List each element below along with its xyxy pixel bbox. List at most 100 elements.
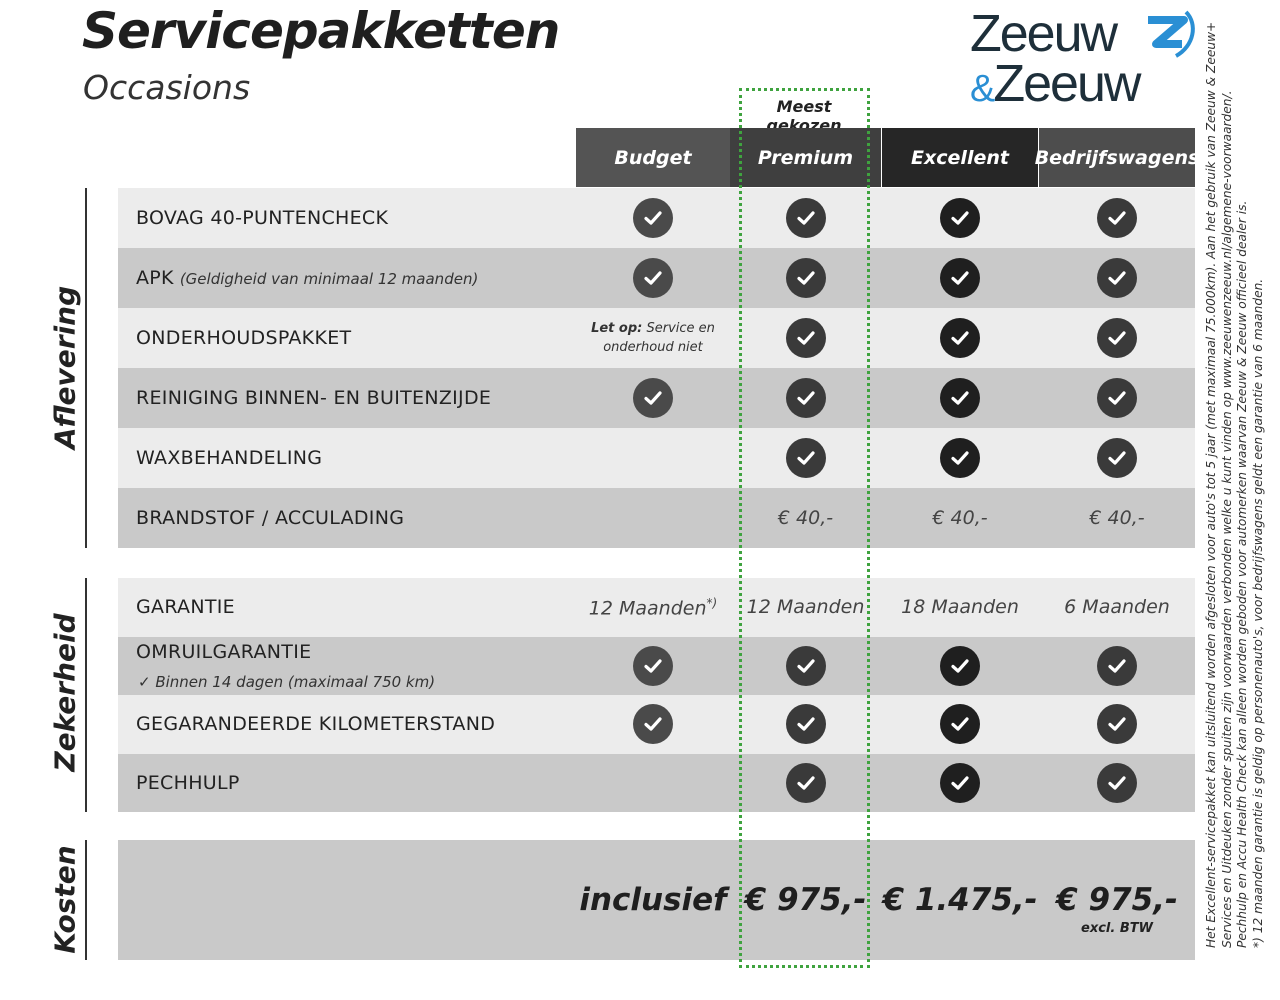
footnote: Het Excellent-servicepakket kan uitsluit… <box>1204 21 1218 948</box>
cell-budget: 12 Maanden*) <box>576 578 730 637</box>
cell-bedrijfswagens <box>1039 754 1195 813</box>
row-label: GEGARANDEERDE KILOMETERSTAND <box>136 713 496 736</box>
check-icon <box>1097 378 1137 418</box>
cell-premium: € 975,- <box>730 840 881 960</box>
check-icon <box>1097 318 1137 358</box>
cell-bedrijfswagens <box>1039 248 1195 308</box>
cell-excellent <box>882 428 1038 488</box>
table-row: PECHHULP <box>118 753 1195 813</box>
cell-value: € 1.475,- <box>882 882 1038 918</box>
check-icon <box>1097 258 1137 298</box>
cell-premium <box>730 308 881 368</box>
row-label: GARANTIE <box>136 596 235 619</box>
section-divider <box>85 578 87 812</box>
check-icon <box>1097 438 1137 478</box>
footnotes: Het Excellent-servicepakket kan uitsluit… <box>1204 21 1266 949</box>
zeeuw-zeeuw-logo: Zeeuw &Zeeuw <box>970 4 1200 114</box>
check-icon <box>785 378 826 418</box>
footnote: Services en Uitdeuken zonder spuiten zij… <box>1219 90 1234 949</box>
column-header-excellent: Excellent <box>882 128 1038 187</box>
cell-value: € 40,- <box>1089 507 1145 529</box>
table-row: BOVAG 40-PUNTENCHECK <box>118 188 1195 248</box>
cell-bedrijfswagens <box>1039 695 1195 754</box>
logo-line1: Zeeuw <box>970 5 1118 63</box>
table-row: GARANTIE 12 Maanden*) 12 Maanden 18 Maanden… <box>118 578 1195 637</box>
cell-bedrijfswagens <box>1039 368 1195 428</box>
table-row: GEGARANDEERDE KILOMETERSTAND <box>118 695 1195 754</box>
row-note: (Geldigheid van minimaal 12 maanden) <box>179 270 479 288</box>
check-icon <box>633 704 673 745</box>
check-icon <box>1097 704 1137 745</box>
row-label: APK (Geldigheid van minimaal 12 maanden) <box>136 267 479 289</box>
table-row: ONDERHOUDSPAKKET Let op: Service en onder… <box>118 308 1195 368</box>
cell-premium <box>730 248 881 308</box>
check-icon <box>940 378 980 418</box>
check-icon <box>1097 198 1137 238</box>
check-icon <box>785 318 826 358</box>
check-icon <box>940 645 980 686</box>
cell-excellent <box>882 695 1038 754</box>
cell-budget <box>576 488 730 548</box>
table-row: OMRUILGARANTIE ✓ Binnen 14 dagen (maximaa… <box>118 636 1195 696</box>
excl-btw-label: excl. BTW <box>1081 921 1153 936</box>
row-label: PECHHULP <box>136 771 240 794</box>
check-icon <box>785 198 826 238</box>
row-label: REINIGING BINNEN- EN BUITENZIJDE <box>136 387 492 409</box>
cell-budget: Let op: Service en onderhoud niet <box>576 308 730 368</box>
section-divider <box>85 840 87 960</box>
cell-premium <box>730 188 881 248</box>
footnote: Pechhulp en Accu Health Check kan alleen… <box>1235 200 1249 948</box>
check-icon <box>1097 645 1137 686</box>
column-header-premium: Premium <box>730 128 881 187</box>
check-icon <box>785 438 826 478</box>
cell-excellent <box>882 248 1038 308</box>
row-label: BRANDSTOF / ACCULADING <box>136 507 405 529</box>
cell-premium <box>730 754 881 813</box>
cell-excellent: 18 Maanden <box>882 578 1038 637</box>
cell-premium <box>730 637 881 696</box>
cell-budget <box>576 368 730 428</box>
cell-premium: 12 Maanden <box>730 578 881 637</box>
cell-note: Let op: Service en onderhoud niet <box>591 321 715 355</box>
cell-bedrijfswagens <box>1039 428 1195 488</box>
cell-excellent <box>882 308 1038 368</box>
cell-bedrijfswagens: € 975,- excl. BTW <box>1039 840 1195 960</box>
check-icon <box>940 318 980 358</box>
check-icon <box>785 645 826 686</box>
column-header-budget: Budget <box>576 128 730 187</box>
cell-excellent: € 40,- <box>882 488 1038 548</box>
table-row: inclusief € 975,- € 1.475,- € 975,- excl. BT… <box>118 840 1195 960</box>
table-row: BRANDSTOF / ACCULADING € 40,- € 40,- € 40,- <box>118 488 1195 548</box>
cell-bedrijfswagens <box>1039 188 1195 248</box>
check-icon <box>633 258 673 298</box>
cell-bedrijfswagens <box>1039 637 1195 696</box>
table-row: APK (Geldigheid van minimaal 12 maanden) <box>118 248 1195 308</box>
column-header-bedrijfswagens: Bedrijfswagens <box>1035 128 1199 187</box>
cell-budget <box>576 754 730 813</box>
check-icon <box>785 704 826 745</box>
cell-excellent <box>882 188 1038 248</box>
cell-value: 18 Maanden <box>901 596 1019 619</box>
check-icon <box>940 258 980 298</box>
cell-bedrijfswagens <box>1039 308 1195 368</box>
cell-budget <box>576 428 730 488</box>
logo-z-mark-icon <box>1148 10 1195 58</box>
cell-excellent: € 1.475,- <box>882 840 1038 960</box>
section-divider <box>85 188 87 548</box>
cell-budget <box>576 188 730 248</box>
row-label: BOVAG 40-PUNTENCHECK <box>136 207 389 229</box>
cell-premium: € 40,- <box>730 488 881 548</box>
section-label-kosten: Kosten <box>48 845 82 954</box>
cell-value: € 975,- <box>1056 882 1178 918</box>
cell-bedrijfswagens: € 40,- <box>1039 488 1195 548</box>
row-label: OMRUILGARANTIE <box>136 640 312 663</box>
check-icon <box>785 258 826 298</box>
section-label-zekerheid: Zekerheid <box>48 613 82 772</box>
cell-value: 12 Maanden <box>746 596 865 619</box>
cell-value: 12 Maanden*) <box>588 595 718 619</box>
check-icon <box>940 704 980 745</box>
cell-bedrijfswagens: 6 Maanden <box>1039 578 1195 637</box>
table-row: WAXBEHANDELING <box>118 428 1195 488</box>
row-label: WAXBEHANDELING <box>136 447 323 469</box>
check-icon <box>1097 762 1137 803</box>
